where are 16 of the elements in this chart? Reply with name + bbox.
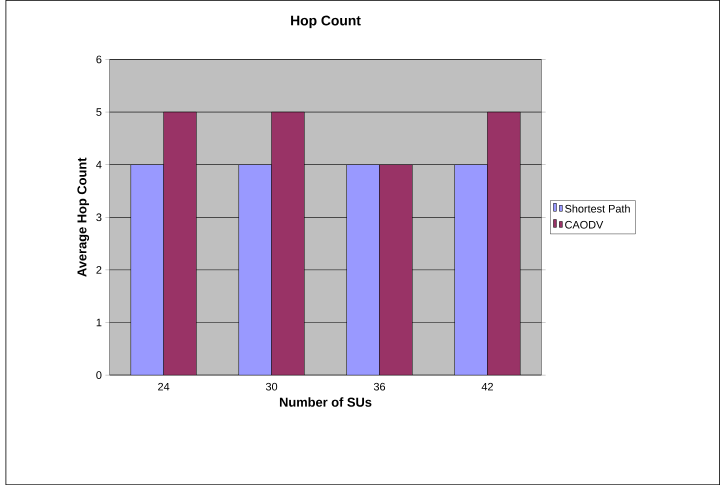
x-tick-label: 42: [482, 382, 493, 390]
chart-title: Hop Count: [291, 16, 361, 28]
x-tick-label: 30: [266, 382, 278, 390]
y-tick-label: 6: [96, 56, 102, 64]
legend-label: CAODV: [565, 220, 604, 228]
y-tick-label: 5: [96, 108, 102, 116]
y-tick-label: 3: [96, 213, 102, 222]
legend-label: Shortest Path: [565, 204, 630, 212]
x-axis-title: Number of SUs: [280, 397, 372, 407]
y-tick-label: 1: [96, 318, 102, 326]
x-tick-label: 24: [158, 382, 170, 390]
y-tick-label: 2: [96, 266, 102, 274]
y-tick-label: 0: [96, 371, 102, 379]
y-tick-label: 4: [96, 160, 102, 168]
y-axis-title: Average Hop Count: [77, 158, 90, 277]
x-tick-label: 36: [374, 382, 386, 390]
